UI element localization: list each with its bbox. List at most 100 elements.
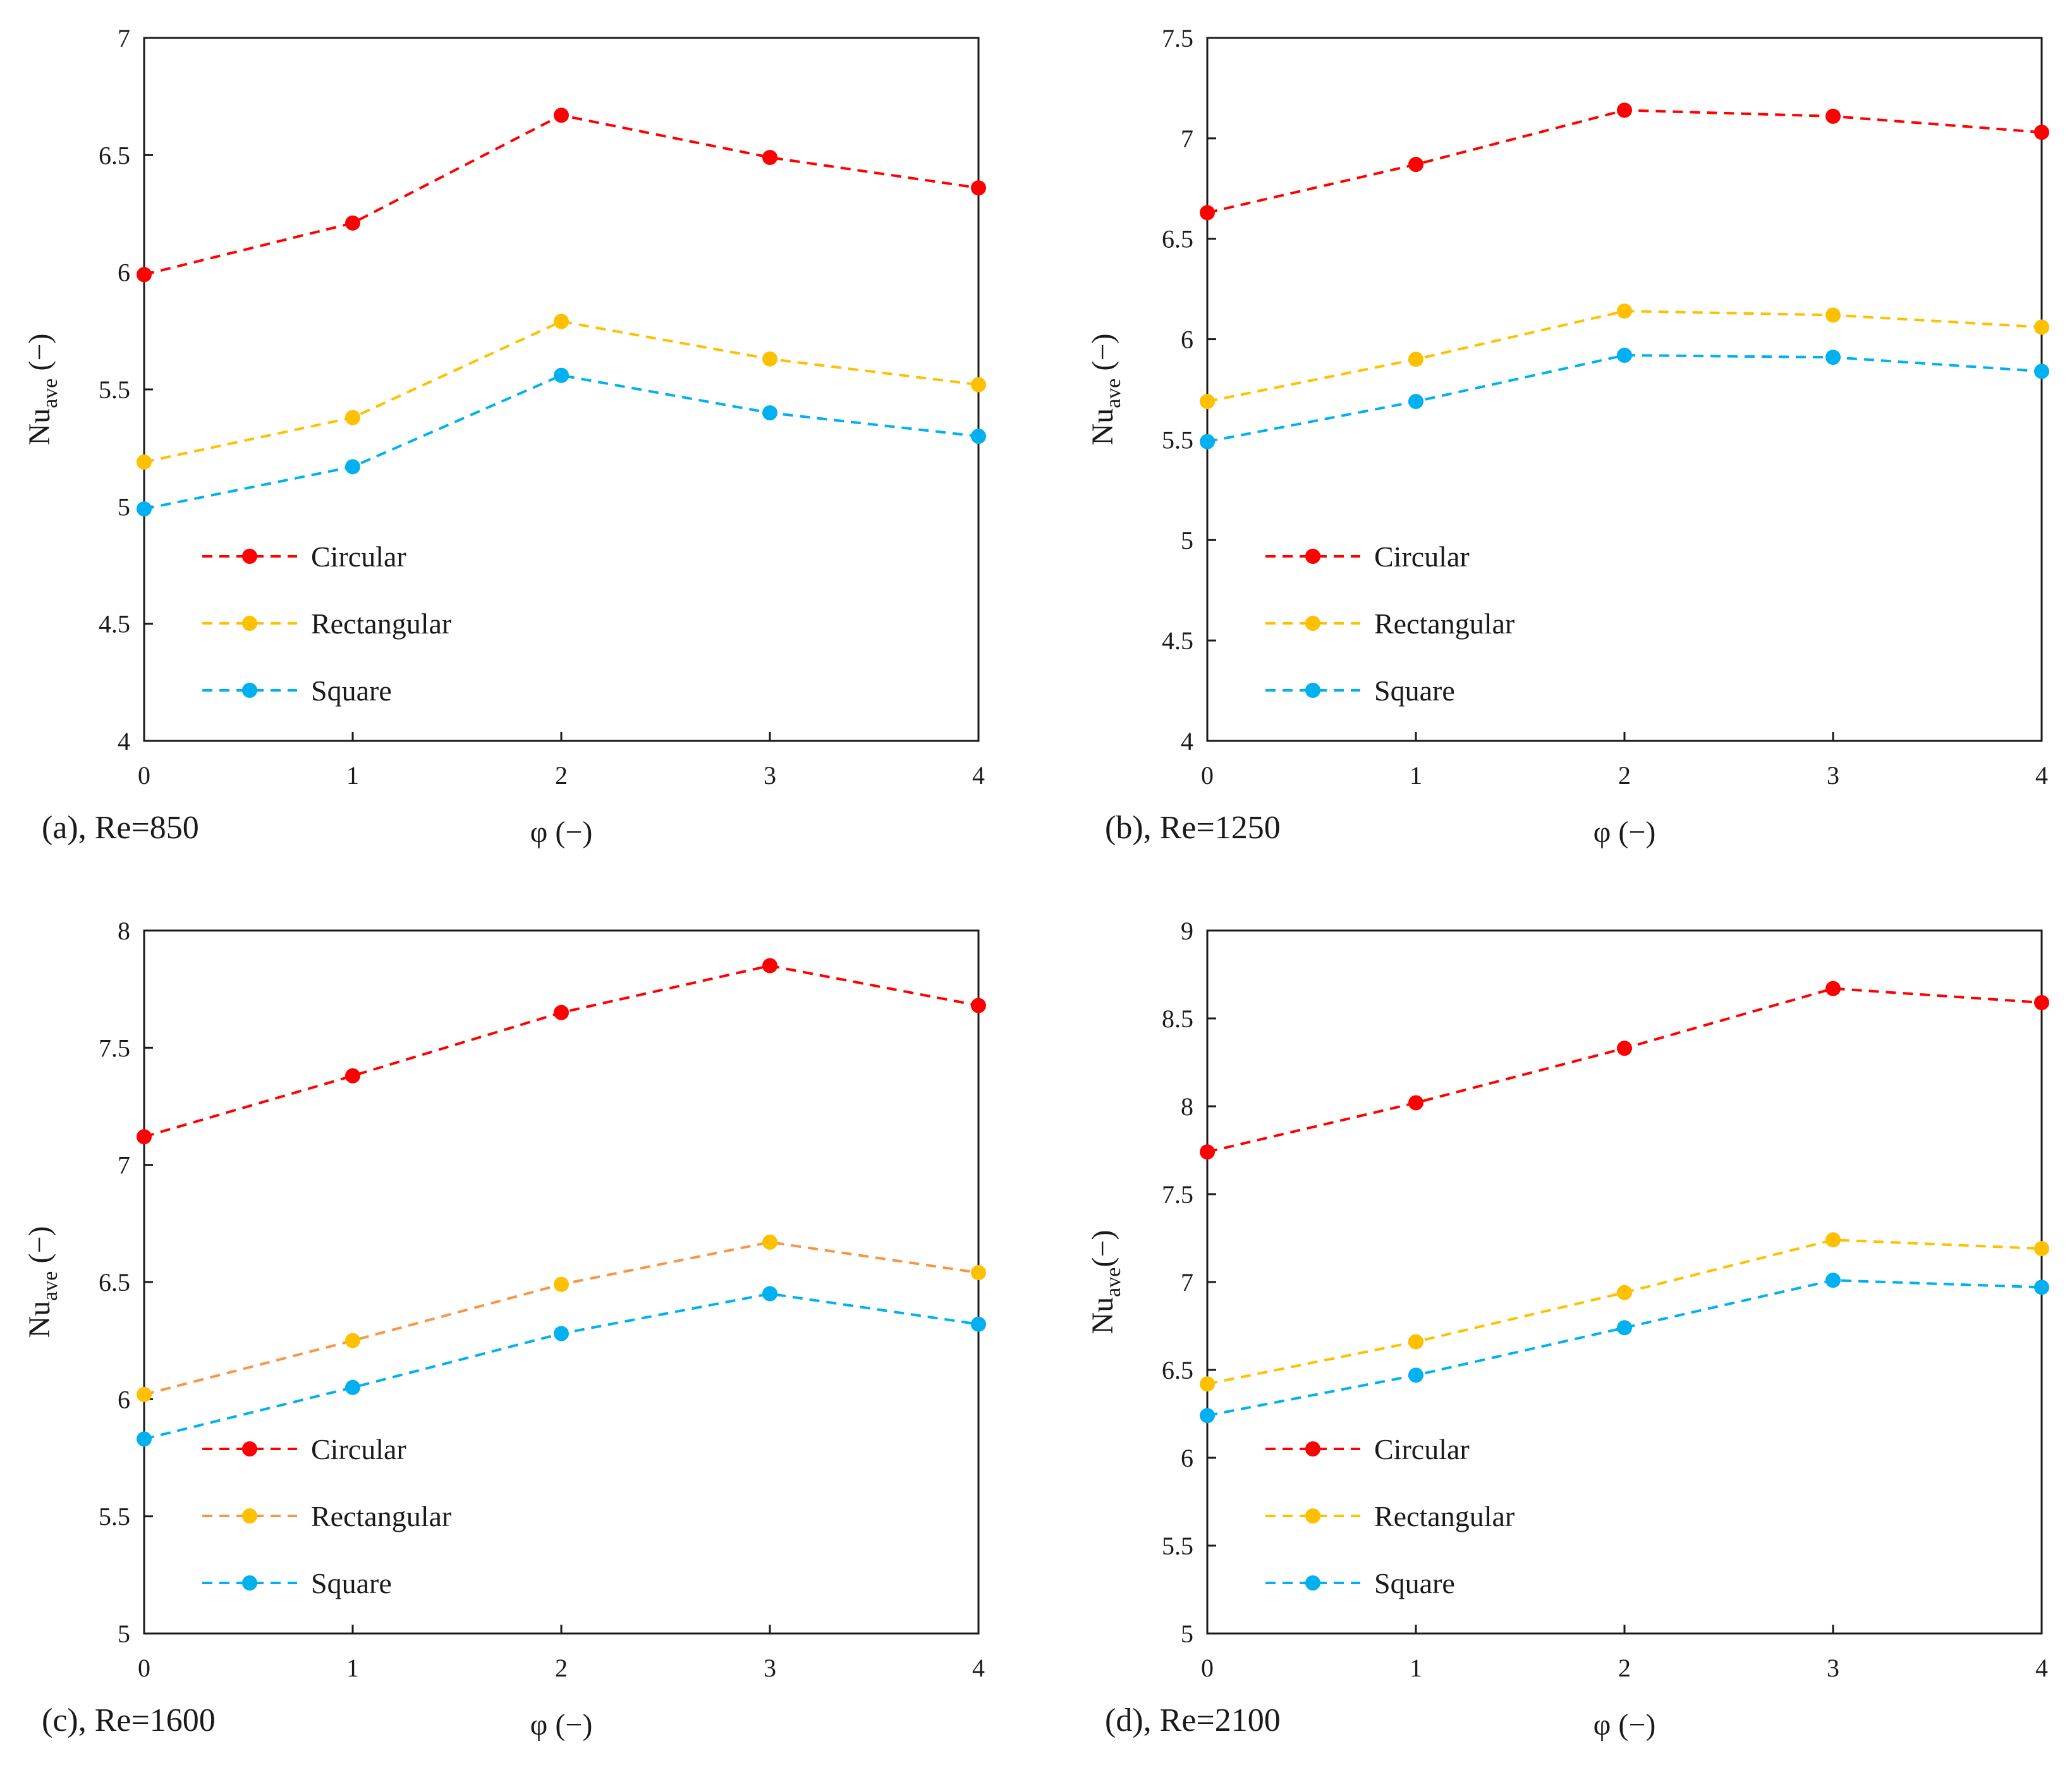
data-point-square bbox=[1200, 1408, 1215, 1424]
data-point-rectangular bbox=[1200, 1376, 1215, 1392]
y-axis-title-main: Nu bbox=[23, 1301, 56, 1338]
data-point-square bbox=[1825, 1273, 1841, 1288]
legend-label-circular: Circular bbox=[311, 540, 406, 573]
data-point-rectangular bbox=[554, 1276, 569, 1292]
y-tick-label: 5 bbox=[1181, 526, 1193, 554]
data-point-circular bbox=[2034, 994, 2049, 1010]
x-tick-label: 4 bbox=[972, 1654, 985, 1682]
y-tick-label: 6.5 bbox=[99, 1268, 130, 1297]
data-point-circular bbox=[1200, 1144, 1215, 1160]
x-tick-label: 2 bbox=[1618, 761, 1631, 790]
legend-marker bbox=[1305, 1441, 1320, 1457]
data-point-circular bbox=[1200, 205, 1215, 221]
series-line-rectangular bbox=[143, 1240, 979, 1396]
data-point-circular bbox=[1408, 1095, 1423, 1111]
y-tick-label: 7 bbox=[1181, 125, 1193, 153]
data-point-rectangular bbox=[2034, 319, 2049, 335]
x-axis-title: φ (−) bbox=[530, 815, 593, 849]
x-tick-label: 1 bbox=[346, 761, 359, 790]
x-tick-label: 3 bbox=[764, 1654, 776, 1682]
data-point-circular bbox=[345, 1068, 360, 1084]
data-point-square bbox=[762, 405, 777, 421]
y-tick-label: 6 bbox=[1181, 1444, 1193, 1472]
y-axis-title-main: Nu bbox=[23, 408, 56, 446]
data-point-rectangular bbox=[971, 1265, 986, 1281]
data-point-square bbox=[345, 1379, 360, 1395]
y-tick-label: 8.5 bbox=[1162, 1005, 1193, 1033]
series-line-square bbox=[143, 374, 979, 511]
series-line-circular bbox=[143, 964, 979, 1139]
data-point-rectangular bbox=[971, 377, 986, 393]
data-point-circular bbox=[137, 1129, 152, 1145]
data-point-square bbox=[2034, 1279, 2049, 1295]
y-tick-label: 5 bbox=[118, 492, 130, 521]
legend-label-square: Square bbox=[311, 1567, 392, 1599]
y-tick-label: 7.5 bbox=[1162, 1180, 1193, 1209]
data-point-rectangular bbox=[137, 1386, 152, 1402]
x-tick-label: 0 bbox=[1201, 761, 1214, 790]
x-axis-title: φ (−) bbox=[1594, 815, 1656, 849]
y-axis-title-tail: (−) bbox=[1086, 1230, 1119, 1267]
legend-marker bbox=[1305, 683, 1320, 698]
chart-panel-4: 5 5.5 6 6.5 7 7.5 8 8.5 9 0 1 2 3 4 φ (−) Nuave(−) (d), … bbox=[1086, 917, 2049, 1742]
data-point-circular bbox=[1617, 1041, 1632, 1056]
data-point-circular bbox=[971, 180, 986, 196]
y-tick-label: 5.5 bbox=[99, 376, 130, 404]
x-tick-label: 2 bbox=[555, 761, 568, 790]
data-point-square bbox=[137, 1431, 152, 1447]
x-axis-title: φ (−) bbox=[1594, 1708, 1656, 1742]
y-tick-label: 4 bbox=[118, 727, 130, 755]
series-line-square bbox=[1207, 353, 2042, 443]
x-tick-label: 4 bbox=[972, 761, 985, 790]
y-tick-label: 4.5 bbox=[1162, 626, 1193, 655]
legend-marker bbox=[1305, 1575, 1320, 1591]
series-line-square bbox=[143, 1292, 979, 1441]
y-axis-title: Nuave (−) bbox=[23, 334, 62, 446]
x-tick-label: 4 bbox=[2035, 1654, 2048, 1682]
data-point-rectangular bbox=[1408, 1334, 1423, 1350]
x-tick-label: 0 bbox=[1201, 1654, 1214, 1682]
series-line-rectangular bbox=[1207, 1238, 2042, 1386]
legend-marker bbox=[1305, 549, 1320, 564]
data-point-square bbox=[1617, 1320, 1632, 1336]
data-point-circular bbox=[762, 958, 777, 974]
x-tick-label: 2 bbox=[1618, 1654, 1631, 1682]
x-tick-label: 1 bbox=[346, 1654, 359, 1682]
legend-label-square: Square bbox=[1374, 1567, 1455, 1599]
y-axis-title-subscript: ave bbox=[39, 1271, 62, 1301]
y-axis-title-tail: (−) bbox=[23, 1226, 56, 1271]
data-point-rectangular bbox=[762, 1234, 777, 1250]
legend-marker bbox=[242, 616, 257, 631]
data-point-circular bbox=[971, 998, 986, 1013]
series-line-circular bbox=[1207, 109, 2042, 214]
y-axis-title: Nuave (−) bbox=[1086, 334, 1125, 446]
y-axis-title-main: Nu bbox=[1086, 1297, 1119, 1334]
legend-label-rectangular: Rectangular bbox=[311, 608, 451, 640]
data-point-rectangular bbox=[554, 314, 569, 329]
y-axis-title-subscript: ave bbox=[1102, 1267, 1125, 1297]
data-point-square bbox=[2034, 363, 2049, 379]
y-tick-label: 4.5 bbox=[99, 610, 130, 638]
legend-marker bbox=[242, 683, 257, 698]
y-tick-label: 7 bbox=[118, 1151, 130, 1180]
y-tick-label: 4 bbox=[1181, 727, 1193, 755]
data-point-square bbox=[554, 367, 569, 383]
x-axis-title: φ (−) bbox=[530, 1708, 593, 1742]
legend-marker bbox=[242, 1508, 257, 1524]
legend-label-rectangular: Rectangular bbox=[311, 1500, 451, 1532]
y-tick-label: 6 bbox=[118, 1385, 130, 1414]
plot-frame bbox=[1206, 37, 2043, 742]
data-point-circular bbox=[137, 267, 152, 283]
panel-caption: (a), Re=850 bbox=[42, 810, 199, 846]
data-point-circular bbox=[345, 215, 360, 231]
series-line-circular bbox=[1207, 987, 2042, 1154]
chart-panel-1: 4 4.5 5 5.5 6 6.5 7 0 1 2 3 4 φ (−) Nuave (−) (a), Re=… bbox=[23, 24, 986, 849]
y-tick-label: 6.5 bbox=[1162, 1356, 1193, 1384]
data-point-square bbox=[1200, 434, 1215, 449]
data-point-rectangular bbox=[1825, 1232, 1841, 1248]
panel-caption: (b), Re=1250 bbox=[1105, 810, 1281, 846]
y-axis-title-tail: (−) bbox=[1086, 334, 1119, 379]
legend-marker bbox=[242, 549, 257, 564]
x-tick-label: 1 bbox=[1410, 1654, 1422, 1682]
x-tick-label: 3 bbox=[1827, 1654, 1839, 1682]
